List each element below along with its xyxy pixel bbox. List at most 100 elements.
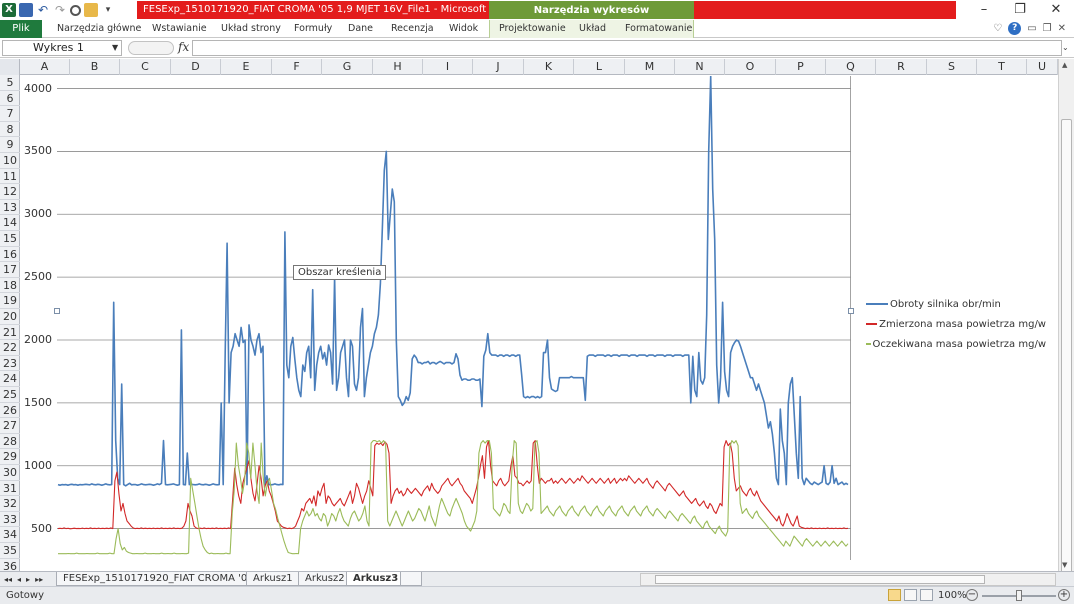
tab-design[interactable]: Projektowanie — [499, 23, 566, 34]
row-header-9[interactable]: 9 — [0, 137, 20, 153]
series-line-3[interactable] — [58, 440, 849, 555]
column-header-p[interactable]: P — [776, 59, 826, 75]
row-header-25[interactable]: 25 — [0, 387, 20, 403]
normal-view-icon[interactable] — [888, 589, 901, 601]
excel-app-icon[interactable]: X — [2, 3, 16, 17]
row-header-21[interactable]: 21 — [0, 325, 20, 341]
expand-formula-bar-icon[interactable]: ⌄ — [1062, 43, 1069, 52]
name-box-dropdown-icon[interactable]: ▼ — [112, 43, 119, 52]
horizontal-scrollbar[interactable] — [640, 573, 1056, 586]
column-header-q[interactable]: Q — [826, 59, 876, 75]
zoom-level[interactable]: 100% — [938, 590, 967, 601]
print-preview-icon[interactable] — [70, 4, 81, 16]
next-sheet-icon[interactable]: ▸ — [26, 575, 31, 584]
column-header-e[interactable]: E — [221, 59, 272, 75]
tab-data[interactable]: Dane — [348, 23, 374, 34]
column-header-l[interactable]: L — [574, 59, 625, 75]
tab-formulas[interactable]: Formuły — [294, 23, 333, 34]
last-sheet-icon[interactable]: ▸▸ — [35, 575, 44, 584]
insert-function-icon[interactable]: fx — [178, 40, 190, 54]
column-header-i[interactable]: I — [423, 59, 473, 75]
select-all-corner[interactable] — [0, 59, 20, 75]
tab-layout[interactable]: Układ — [579, 23, 607, 34]
chart-plot-area[interactable] — [57, 76, 851, 560]
row-header-11[interactable]: 11 — [0, 169, 20, 185]
minimize-button[interactable]: – — [980, 2, 988, 17]
column-header-n[interactable]: N — [675, 59, 725, 75]
column-header-h[interactable]: H — [373, 59, 423, 75]
customize-toolbar-icon[interactable]: ▾ — [105, 5, 111, 15]
zoom-out-button[interactable]: − — [966, 589, 978, 601]
column-header-j[interactable]: J — [473, 59, 524, 75]
doc-close-icon[interactable]: ✕ — [1057, 23, 1066, 34]
column-header-s[interactable]: S — [927, 59, 977, 75]
insert-sheet-icon[interactable] — [400, 572, 422, 586]
row-header-29[interactable]: 29 — [0, 449, 20, 465]
row-header-36[interactable]: 36 — [0, 559, 20, 571]
row-header-22[interactable]: 22 — [0, 340, 20, 356]
row-header-24[interactable]: 24 — [0, 371, 20, 387]
formula-input[interactable] — [192, 40, 1062, 56]
column-header-k[interactable]: K — [524, 59, 574, 75]
help-icon[interactable]: ? — [1008, 22, 1022, 35]
row-header-7[interactable]: 7 — [0, 106, 20, 122]
row-header-13[interactable]: 13 — [0, 200, 20, 216]
sheet-tab-arkusz3[interactable]: Arkusz3 — [346, 572, 406, 586]
tab-format[interactable]: Formatowanie — [625, 23, 693, 34]
series-line-1[interactable] — [57, 76, 849, 487]
row-header-34[interactable]: 34 — [0, 527, 20, 543]
tab-file[interactable]: Plik — [0, 20, 42, 38]
page-layout-view-icon[interactable] — [904, 589, 917, 601]
row-header-16[interactable]: 16 — [0, 247, 20, 263]
row-header-15[interactable]: 15 — [0, 231, 20, 247]
tab-home[interactable]: Narzędzia główne — [57, 23, 142, 34]
row-header-10[interactable]: 10 — [0, 153, 20, 169]
row-header-19[interactable]: 19 — [0, 293, 20, 309]
doc-minimize-icon[interactable]: ▭ — [1027, 23, 1037, 34]
row-header-27[interactable]: 27 — [0, 418, 20, 434]
row-header-20[interactable]: 20 — [0, 309, 20, 325]
doc-restore-icon[interactable]: ❐ — [1042, 23, 1052, 34]
undo-icon[interactable]: ↶ — [37, 3, 49, 17]
prev-sheet-icon[interactable]: ◂ — [17, 575, 22, 584]
column-header-u[interactable]: U — [1027, 59, 1058, 75]
row-header-35[interactable]: 35 — [0, 543, 20, 559]
name-box[interactable]: Wykres 1 — [2, 40, 122, 56]
collapse-ribbon-icon[interactable]: ♡ — [993, 23, 1003, 34]
sheet-tab-fesexp[interactable]: FESExp_1510171920_FIAT CROMA '0 — [56, 572, 255, 586]
row-header-12[interactable]: 12 — [0, 184, 20, 200]
column-header-m[interactable]: M — [625, 59, 675, 75]
tab-view[interactable]: Widok — [449, 23, 479, 34]
horizontal-scroll-thumb[interactable] — [655, 575, 985, 584]
legend-entry-3[interactable]: Oczekiwana masa powietrza mg/w — [866, 334, 1046, 354]
restore-button[interactable]: ❐ — [1014, 2, 1026, 17]
legend-entry-2[interactable]: Zmierzona masa powietrza mg/w — [866, 314, 1046, 334]
legend-entry-1[interactable]: Obroty silnika obr/min — [866, 294, 1046, 314]
sheet-tab-arkusz1[interactable]: Arkusz1 — [246, 572, 300, 586]
scroll-down-icon[interactable]: ▼ — [1062, 561, 1068, 569]
column-header-r[interactable]: R — [876, 59, 927, 75]
redo-icon[interactable]: ↷ — [54, 3, 66, 17]
row-header-17[interactable]: 17 — [0, 262, 20, 278]
column-header-a[interactable]: A — [20, 59, 70, 75]
open-folder-icon[interactable] — [84, 3, 98, 17]
page-break-view-icon[interactable] — [920, 589, 933, 601]
column-header-t[interactable]: T — [977, 59, 1027, 75]
scroll-up-icon[interactable]: ▲ — [1062, 61, 1068, 69]
column-header-b[interactable]: B — [70, 59, 120, 75]
tab-insert[interactable]: Wstawianie — [152, 23, 207, 34]
chart-resize-handle-right[interactable] — [848, 308, 854, 314]
chart-legend[interactable]: Obroty silnika obr/min Zmierzona masa pow… — [866, 294, 1046, 354]
row-header-8[interactable]: 8 — [0, 122, 20, 138]
row-header-30[interactable]: 30 — [0, 465, 20, 481]
row-header-31[interactable]: 31 — [0, 481, 20, 497]
column-header-c[interactable]: C — [120, 59, 171, 75]
row-header-28[interactable]: 28 — [0, 434, 20, 450]
tab-page-layout[interactable]: Układ strony — [221, 23, 281, 34]
row-header-14[interactable]: 14 — [0, 215, 20, 231]
column-header-f[interactable]: F — [272, 59, 322, 75]
row-header-26[interactable]: 26 — [0, 403, 20, 419]
row-header-33[interactable]: 33 — [0, 512, 20, 528]
tab-review[interactable]: Recenzja — [391, 23, 434, 34]
column-header-d[interactable]: D — [171, 59, 221, 75]
